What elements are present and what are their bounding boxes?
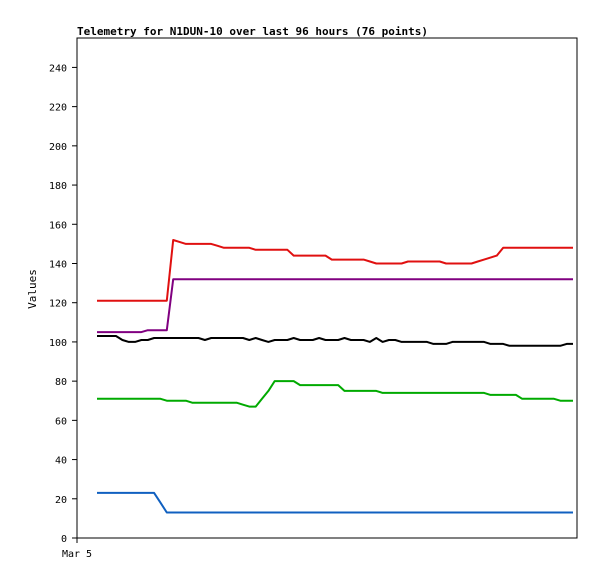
y-tick-label: 60 (55, 416, 67, 427)
y-tick-label: 220 (49, 103, 67, 114)
y-tick-label: 240 (49, 63, 67, 74)
series-group (97, 239, 573, 514)
series-line-5 (97, 491, 573, 514)
plot-frame (76, 37, 578, 539)
y-tick-label: 200 (49, 142, 67, 153)
series-line-1 (97, 239, 573, 302)
y-tick-label: 160 (49, 220, 67, 231)
y-tick-label: 40 (55, 456, 67, 467)
y-tick-label: 100 (49, 338, 67, 349)
y-tick-label: 80 (55, 377, 67, 388)
series-line-4 (97, 380, 573, 408)
y-tick-label: 120 (49, 299, 67, 310)
y-axis: 0 20 40 60 80 100 120 140 160 180 200 220 240 (49, 63, 77, 545)
series-line-2 (97, 278, 573, 334)
x-axis: Mar 5 (62, 538, 92, 560)
y-tick-label: 20 (55, 495, 67, 506)
y-tick-label: 0 (61, 534, 67, 545)
chart-title: Telemetry for N1DUN-10 over last 96 hour… (77, 25, 428, 38)
x-tick-label: Mar 5 (62, 549, 92, 560)
y-tick-label: 180 (49, 181, 67, 192)
y-tick-label: 140 (49, 259, 67, 270)
series-line-3 (97, 335, 573, 347)
y-axis-label: Values (26, 269, 39, 309)
